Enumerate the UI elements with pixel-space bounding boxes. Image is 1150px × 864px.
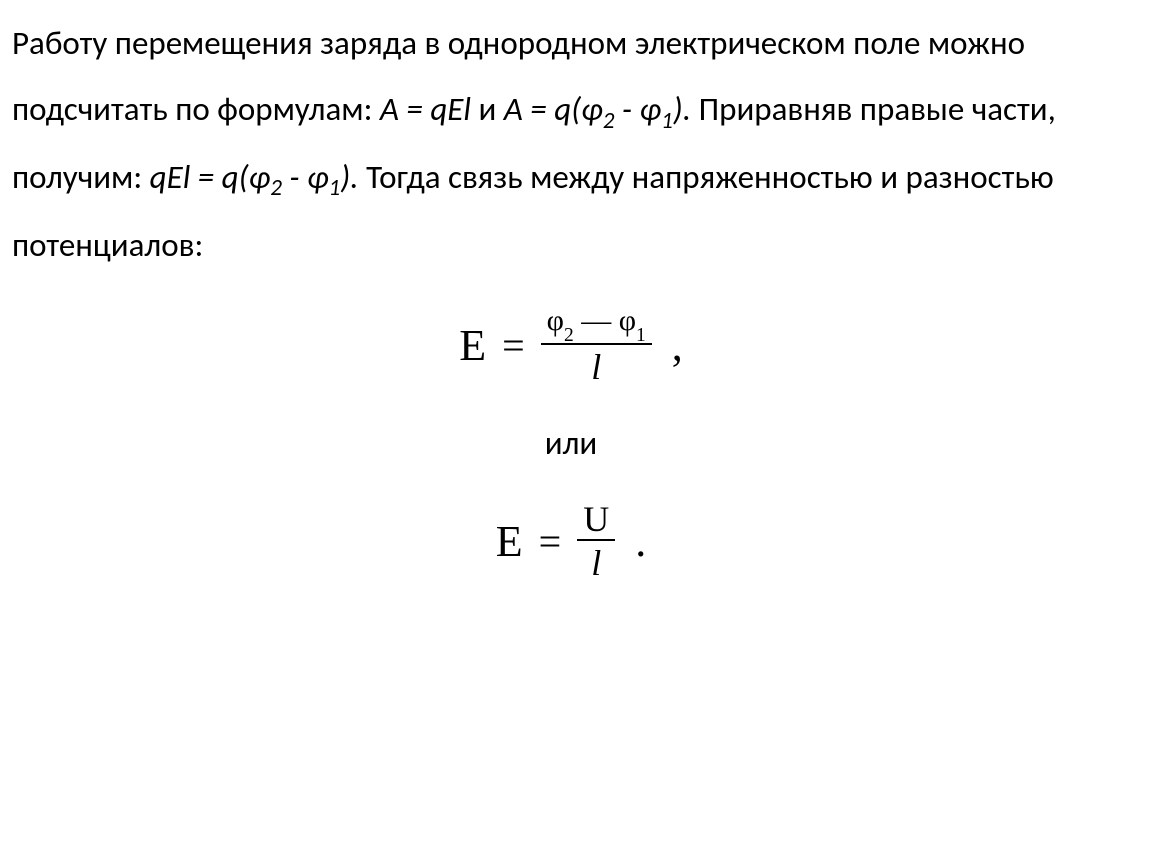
sub-2b: 2	[270, 174, 282, 202]
text-minus-phi-a: - φ	[614, 89, 661, 129]
eq-a-qphi: A = q(φ	[504, 89, 603, 129]
formula2-dot: .	[635, 516, 646, 567]
eq-a-qel: A = qEl	[380, 89, 471, 129]
phi-sub-2: 2	[564, 325, 574, 346]
formula1-denominator: l	[591, 345, 601, 385]
formula-2-block: E = U l .	[12, 501, 1130, 581]
formula-e-phi: E = φ2 — φ1 l ,	[459, 306, 683, 386]
sub-2a: 2	[603, 107, 615, 135]
phi-sub-1: 1	[636, 325, 646, 346]
minus-sign: —	[574, 304, 619, 337]
close-paren-a: ).	[673, 89, 691, 129]
formula2-e: E	[496, 516, 523, 567]
formula-1-block: E = φ2 — φ1 l ,	[12, 306, 1130, 386]
formula1-comma: ,	[672, 320, 683, 371]
formula2-fraction: U l	[577, 501, 615, 581]
main-paragraph: Работу перемещения заряда в однородном э…	[12, 10, 1130, 278]
eq-qel-qphi: qEl = q(φ	[150, 157, 271, 197]
formula1-e: E	[459, 320, 486, 371]
formula-e-u: E = U l .	[496, 501, 646, 581]
close-paren-b: ).	[340, 157, 358, 197]
text-and: и	[471, 89, 504, 129]
formula2-equals: =	[539, 518, 562, 565]
sub-1a: 1	[661, 107, 673, 135]
sub-1b: 1	[329, 174, 341, 202]
formula1-numerator: φ2 — φ1	[541, 306, 652, 346]
or-text: или	[12, 423, 1130, 463]
text-minus-phi-b: - φ	[282, 157, 329, 197]
phi-1: φ	[619, 304, 636, 337]
formula1-fraction: φ2 — φ1 l	[541, 306, 652, 386]
formula2-denominator: l	[591, 541, 601, 581]
phi-2: φ	[547, 304, 564, 337]
formula2-numerator: U	[577, 501, 615, 541]
formula1-equals: =	[502, 322, 525, 369]
